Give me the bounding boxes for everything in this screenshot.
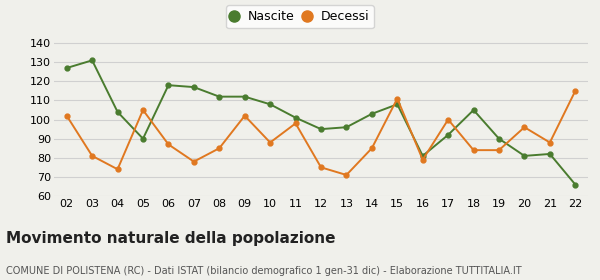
Text: COMUNE DI POLISTENA (RC) - Dati ISTAT (bilancio demografico 1 gen-31 dic) - Elab: COMUNE DI POLISTENA (RC) - Dati ISTAT (b…: [6, 266, 521, 276]
Text: Movimento naturale della popolazione: Movimento naturale della popolazione: [6, 231, 335, 246]
Legend: Nascite, Decessi: Nascite, Decessi: [226, 5, 374, 28]
